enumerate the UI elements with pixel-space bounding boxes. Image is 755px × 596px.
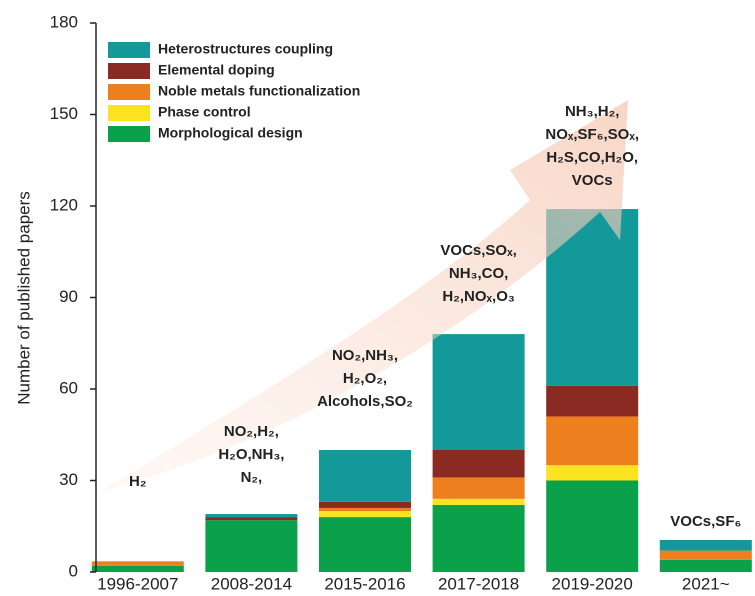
legend-label: Morphological design: [158, 125, 303, 141]
x-tick-label: 2017-2018: [438, 574, 519, 593]
x-tick-label: 2021~: [682, 574, 730, 593]
x-tick-label: 2019-2020: [552, 574, 633, 593]
bar-segment: [433, 450, 525, 477]
bar-segment: [433, 334, 525, 450]
y-tick-label: 60: [59, 378, 78, 397]
y-tick-label: 120: [50, 195, 78, 214]
chart: 0 30 60 90 120 150 180 1996-2007 2008-2014 2015-2…: [0, 0, 755, 596]
bar-segment: [205, 514, 297, 517]
annotation: NH₃,H₂,: [565, 103, 619, 120]
legend-swatch: [108, 63, 150, 79]
legend-swatch: [108, 105, 150, 121]
annotation: H₂: [129, 473, 147, 490]
annotation: VOCs,SOₓ,: [440, 242, 516, 259]
bar-segment: [546, 416, 638, 465]
annotation: H₂S,CO,H₂O,: [546, 149, 638, 166]
bar-segment: [546, 481, 638, 573]
legend-swatch: [108, 126, 150, 142]
bar-segment: [433, 505, 525, 572]
annotation: NOₓ,SF₆,SOₓ,: [545, 126, 639, 143]
bar-segment: [433, 499, 525, 505]
annotation: H₂O,NH₃,: [218, 446, 284, 463]
annotation: NO₂,NH₃,: [332, 347, 398, 364]
x-tick-label: 2015-2016: [324, 574, 405, 593]
bar-segment: [319, 502, 411, 508]
bar-segment: [319, 508, 411, 511]
y-tick-label: 180: [50, 12, 78, 31]
bar-segment: [319, 450, 411, 502]
bar-segment: [546, 386, 638, 417]
bar-segment: [660, 560, 752, 572]
annotation: VOCs: [572, 172, 613, 189]
annotation: VOCs,SF₆: [670, 513, 741, 530]
bar-segment: [319, 511, 411, 517]
legend-label: Noble metals functionalization: [158, 83, 360, 99]
y-tick-label: 90: [59, 287, 78, 306]
annotation: H₂,O₂,: [343, 370, 387, 387]
x-tick-label: 2008-2014: [211, 574, 292, 593]
annotation: NH₃,CO,: [449, 265, 508, 282]
bar-segment: [660, 540, 752, 551]
x-tick-label: 1996-2007: [97, 574, 178, 593]
annotation: Alcohols,SO₂: [317, 393, 413, 410]
bar-segment: [205, 517, 297, 520]
bar-segment: [92, 566, 184, 572]
legend-label: Elemental doping: [158, 62, 275, 78]
legend-label: Heterostructures coupling: [158, 41, 333, 57]
annotation: NO₂,H₂,: [224, 423, 279, 440]
legend-swatch: [108, 84, 150, 100]
bar-segment: [660, 551, 752, 560]
annotation: H₂,NOₓ,O₃: [442, 288, 514, 305]
bar-segment: [546, 465, 638, 480]
bar-segment: [205, 520, 297, 572]
annotation: N₂,: [241, 469, 263, 486]
bar-segment: [92, 561, 184, 566]
bar-segment: [433, 477, 525, 498]
y-tick-label: 0: [69, 561, 78, 580]
y-tick-label: 150: [50, 104, 78, 123]
y-axis-label: Number of published papers: [14, 191, 33, 405]
legend-swatch: [108, 42, 150, 58]
y-tick-label: 30: [59, 470, 78, 489]
bar-segment: [319, 517, 411, 572]
legend-label: Phase control: [158, 104, 251, 120]
